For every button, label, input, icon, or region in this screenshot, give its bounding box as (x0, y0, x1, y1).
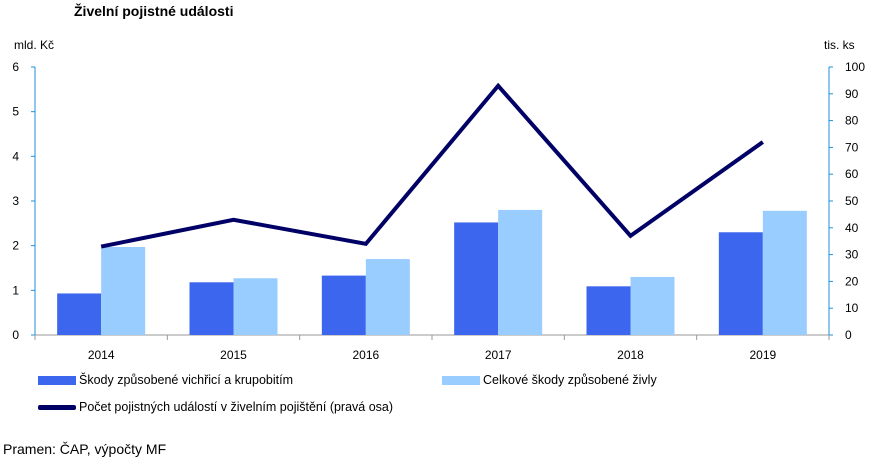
bar-series1 (586, 286, 631, 335)
legend-swatch-series3 (38, 404, 76, 410)
x-tick-label: 2017 (485, 348, 512, 362)
bar-series1 (57, 293, 102, 335)
left-tick-label: 0 (12, 328, 19, 342)
bar-series2 (233, 278, 278, 335)
right-tick-label: 10 (845, 301, 859, 315)
bar-series1 (321, 275, 366, 335)
right-axis-unit: tis. ks (824, 38, 855, 52)
bar-series2 (630, 276, 675, 335)
left-tick-label: 5 (12, 105, 19, 119)
right-tick-label: 30 (845, 248, 859, 262)
bar-series2 (762, 210, 807, 335)
left-tick-label: 1 (12, 283, 19, 297)
bar-series1 (189, 282, 234, 335)
right-tick-label: 60 (845, 167, 859, 181)
legend-swatch-series1 (38, 375, 76, 385)
legend-label-series2: Celkové škody způsobené živly (483, 373, 657, 387)
left-tick-label: 6 (12, 60, 19, 74)
right-tick-label: 0 (845, 328, 852, 342)
right-tick-label: 100 (845, 60, 865, 74)
x-tick-label: 2014 (88, 348, 115, 362)
right-tick-label: 20 (845, 274, 859, 288)
right-tick-label: 50 (845, 194, 859, 208)
right-tick-label: 40 (845, 221, 859, 235)
legend-item-series3: Počet pojistných událostí v živelním poj… (38, 400, 393, 414)
legend-item-series2: Celkové škody způsobené živly (442, 373, 657, 387)
chart-title: Živelní pojistné události (74, 3, 234, 19)
left-tick-label: 2 (12, 239, 19, 253)
x-tick-label: 2015 (220, 348, 247, 362)
legend-label-series3: Počet pojistných událostí v živelním poj… (79, 400, 394, 414)
bar-series2 (498, 209, 543, 335)
x-tick-label: 2019 (749, 348, 776, 362)
bar-series1 (718, 232, 763, 335)
left-axis-unit: mld. Kč (14, 38, 55, 52)
right-tick-label: 80 (845, 114, 859, 128)
left-tick-label: 3 (12, 194, 19, 208)
legend-item-series1: Škody způsobené vichřicí a krupobitím (38, 373, 293, 387)
x-tick-label: 2016 (352, 348, 379, 362)
x-tick-label: 2018 (617, 348, 644, 362)
legend-swatch-series2 (442, 375, 480, 385)
bar-series2 (101, 247, 146, 335)
bar-series1 (454, 222, 499, 335)
bar-series2 (365, 259, 410, 335)
right-tick-label: 90 (845, 87, 859, 101)
legend-label-series1: Škody způsobené vichřicí a krupobitím (79, 373, 293, 387)
source-note: Pramen: ČAP, výpočty MF (3, 441, 167, 457)
left-tick-label: 4 (12, 149, 19, 163)
right-tick-label: 70 (845, 140, 859, 154)
line-series3 (100, 82, 764, 249)
